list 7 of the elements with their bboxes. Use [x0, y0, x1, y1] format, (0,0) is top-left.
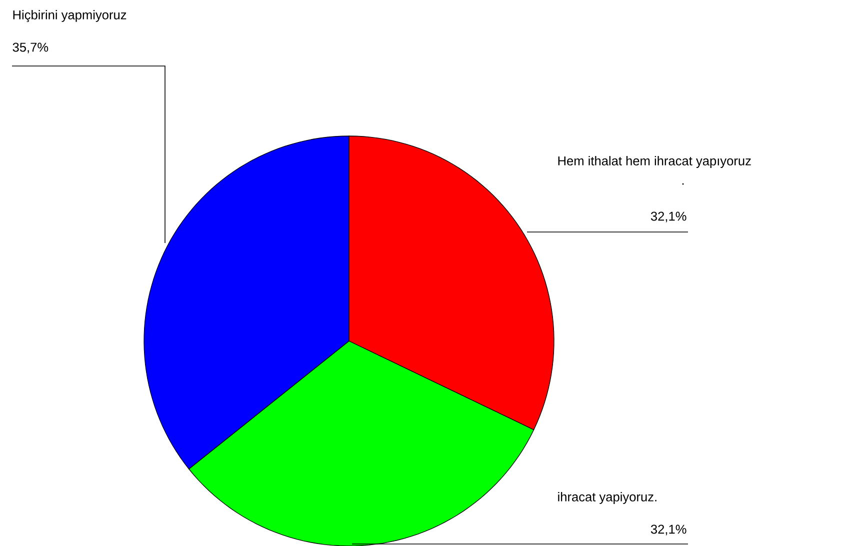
data-label: 32,1%: [650, 212, 686, 222]
data-label: 35,7%: [12, 42, 48, 54]
text: .: [682, 183, 684, 185]
data-label: 32,1%: [650, 524, 686, 536]
slice-label: Hem ithalat hem ihracat yapıyoruz: [558, 156, 751, 168]
slice-label: ihracat yapiyoruz.: [558, 492, 656, 504]
slice-label: Hiçbirini yapmiyoruz: [13, 10, 126, 22]
